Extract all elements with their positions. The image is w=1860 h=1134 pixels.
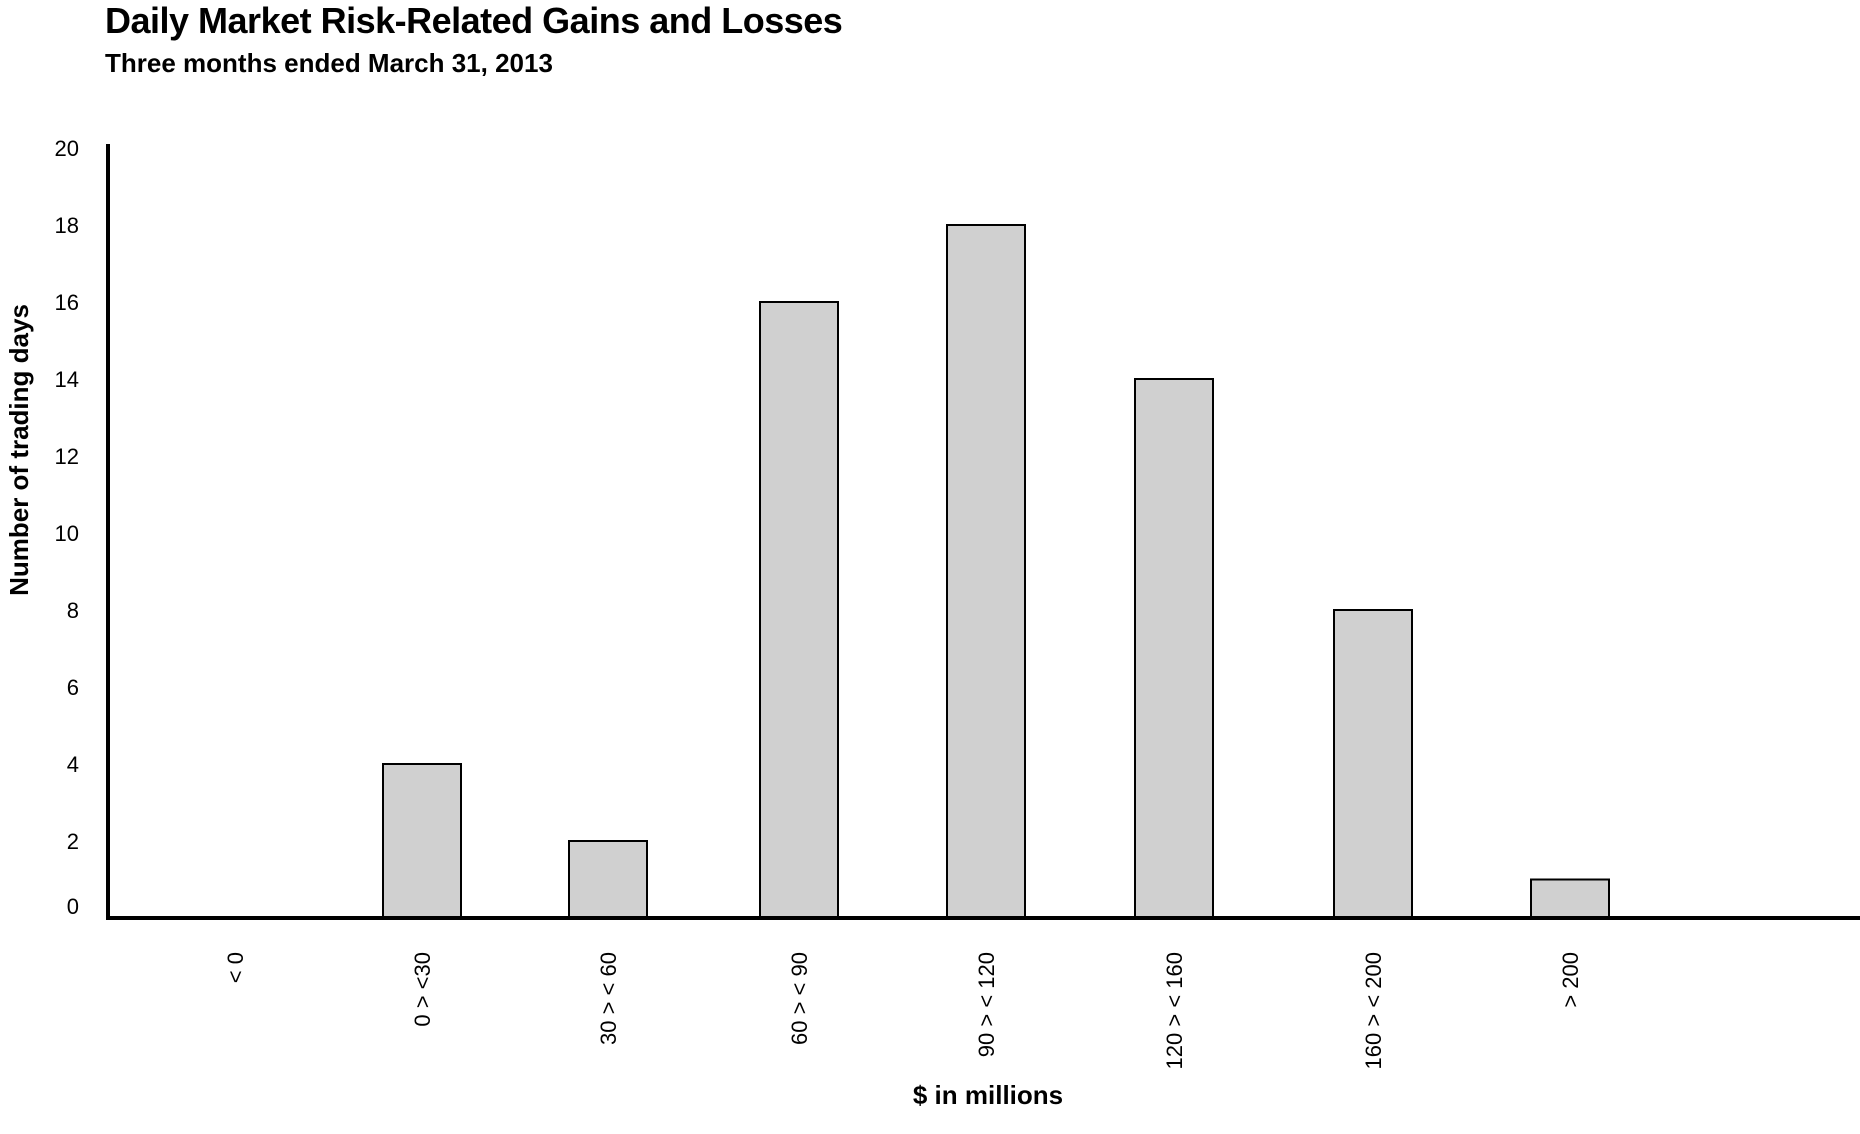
y-tick-label: 6: [67, 675, 79, 700]
x-tick-label: 30 > < 60: [596, 952, 621, 1045]
y-tick-label: 12: [55, 444, 79, 469]
chart-title: Daily Market Risk-Related Gains and Loss…: [105, 0, 843, 41]
bar: [1333, 609, 1413, 919]
x-tick-label: < 0: [223, 952, 248, 983]
y-tick-label: 14: [55, 367, 79, 392]
y-tick-label: 20: [55, 136, 79, 161]
y-tick-label: 0: [67, 894, 79, 919]
x-tick-label: 0 > <30: [410, 952, 435, 1027]
bars: [382, 224, 1610, 919]
y-tick-label: 10: [55, 521, 79, 546]
y-tick-label: 2: [67, 829, 79, 854]
bar: [1530, 878, 1610, 919]
bar: [946, 224, 1026, 919]
x-tick-label: > 200: [1558, 952, 1583, 1008]
x-tick-label: 120 > < 160: [1162, 952, 1187, 1069]
bar: [759, 301, 839, 919]
y-tick-label: 16: [55, 290, 79, 315]
bar: [568, 840, 648, 919]
x-tick-label: 60 > < 90: [787, 952, 812, 1045]
y-tick-label: 8: [67, 598, 79, 623]
bar: [382, 763, 462, 919]
y-axis-label: Number of trading days: [4, 304, 34, 596]
bar: [1134, 378, 1214, 919]
y-tick-label: 4: [67, 752, 79, 777]
x-tick-label: 160 > < 200: [1361, 952, 1386, 1069]
x-axis-ticks: < 0 0 > <30 30 > < 60 60 > < 90 90 > < 120 12…: [223, 952, 1583, 1069]
x-tick-label: 90 > < 120: [974, 952, 999, 1057]
y-axis-ticks: 0 2 4 6 8 10 12 14 16 18 20: [55, 136, 79, 919]
chart-subtitle: Three months ended March 31, 2013: [105, 48, 553, 78]
x-axis-label: $ in millions: [913, 1080, 1063, 1110]
y-tick-label: 18: [55, 213, 79, 238]
